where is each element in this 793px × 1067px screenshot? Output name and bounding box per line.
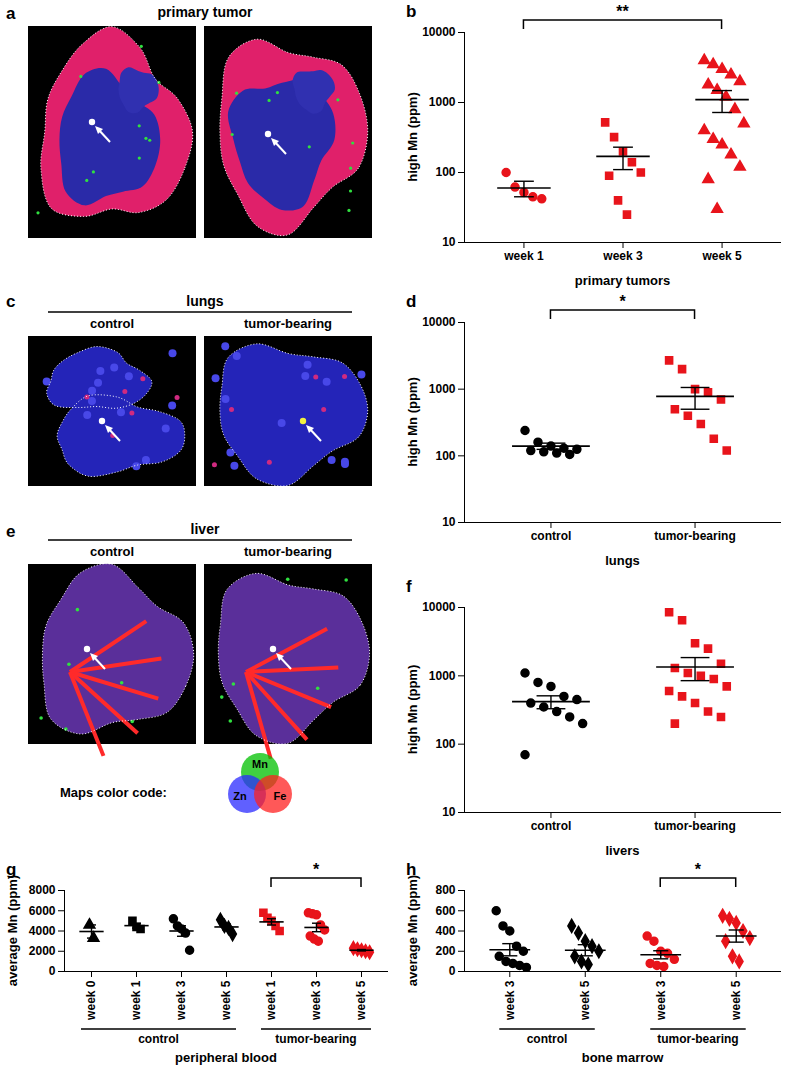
svg-text:week 5: week 5	[354, 980, 368, 1021]
svg-text:1000: 1000	[429, 382, 456, 396]
svg-text:average Mn (ppm): average Mn (ppm)	[5, 875, 20, 986]
svg-text:800: 800	[435, 883, 455, 897]
svg-text:week 3: week 3	[503, 980, 517, 1021]
svg-text:week 5: week 5	[578, 980, 592, 1021]
html-text:h: h	[406, 860, 417, 879]
svg-text:tumor-bearing: tumor-bearing	[244, 316, 332, 331]
svg-text:liver: liver	[191, 521, 220, 537]
svg-text:control: control	[531, 819, 572, 833]
svg-text:week 3: week 3	[174, 980, 188, 1021]
svg-text:tumor-bearing: tumor-bearing	[275, 1032, 356, 1046]
svg-text:week 1: week 1	[264, 980, 278, 1021]
svg-text:average Mn (ppm): average Mn (ppm)	[405, 875, 420, 986]
svg-text:control: control	[90, 544, 134, 559]
svg-text:200: 200	[435, 944, 455, 958]
html-text:d: d	[406, 292, 417, 311]
svg-text:week 1: week 1	[129, 980, 143, 1021]
svg-text:week 5: week 5	[729, 980, 743, 1021]
html-text:c: c	[6, 292, 16, 311]
svg-text:**: **	[616, 3, 629, 20]
svg-text:100: 100	[435, 737, 455, 751]
svg-text:*: *	[695, 861, 702, 878]
svg-text:week 5: week 5	[701, 249, 742, 263]
svg-text:primary tumor: primary tumor	[158, 4, 253, 20]
svg-text:600: 600	[435, 904, 455, 918]
svg-text:peripheral blood: peripheral blood	[175, 1050, 277, 1065]
svg-text:control: control	[531, 529, 572, 543]
svg-text:8000: 8000	[29, 883, 56, 897]
svg-text:high Mn (ppm): high Mn (ppm)	[405, 665, 420, 755]
svg-text:100: 100	[435, 165, 455, 179]
svg-text:Maps color code:: Maps color code:	[60, 785, 167, 800]
svg-text:control: control	[90, 316, 134, 331]
svg-text:0: 0	[449, 964, 456, 978]
svg-text:week 3: week 3	[602, 249, 643, 263]
svg-text:week 5: week 5	[219, 980, 233, 1021]
svg-text:10000: 10000	[422, 25, 456, 39]
svg-text:1000: 1000	[429, 669, 456, 683]
svg-text:tumor-bearing: tumor-bearing	[654, 819, 735, 833]
html-text:e: e	[6, 522, 16, 541]
svg-text:*: *	[313, 861, 320, 878]
svg-text:1000: 1000	[429, 95, 456, 109]
html-text:g: g	[6, 860, 17, 879]
svg-text:bone marrow: bone marrow	[582, 1050, 665, 1065]
svg-text:tumor-bearing: tumor-bearing	[657, 1032, 738, 1046]
svg-text:400: 400	[435, 924, 455, 938]
html-text:a: a	[6, 4, 16, 23]
svg-text:high Mn (ppm): high Mn (ppm)	[405, 377, 420, 467]
svg-text:0: 0	[49, 964, 56, 978]
svg-text:10: 10	[442, 515, 456, 529]
svg-text:100: 100	[435, 449, 455, 463]
svg-text:Mn: Mn	[252, 758, 268, 770]
svg-text:week 0: week 0	[84, 980, 98, 1021]
svg-text:livers: livers	[606, 843, 640, 858]
svg-text:Fe: Fe	[274, 790, 287, 802]
svg-text:primary tumors: primary tumors	[575, 273, 670, 288]
svg-text:10: 10	[442, 235, 456, 249]
svg-text:10000: 10000	[422, 600, 456, 614]
svg-text:control: control	[527, 1032, 568, 1046]
html-text:f: f	[406, 577, 412, 596]
svg-text:2000: 2000	[29, 944, 56, 958]
svg-text:*: *	[619, 293, 626, 310]
html-text:b: b	[406, 2, 417, 21]
svg-text:Zn: Zn	[233, 790, 247, 802]
svg-text:week 1: week 1	[503, 249, 544, 263]
svg-text:4000: 4000	[29, 924, 56, 938]
svg-text:week 3: week 3	[309, 980, 323, 1021]
svg-text:10000: 10000	[422, 315, 456, 329]
svg-text:10: 10	[442, 805, 456, 819]
svg-text:high Mn (ppm): high Mn (ppm)	[405, 92, 420, 182]
svg-text:tumor-bearing: tumor-bearing	[244, 544, 332, 559]
svg-text:lungs: lungs	[605, 553, 640, 568]
svg-text:tumor-bearing: tumor-bearing	[654, 529, 735, 543]
svg-text:week 3: week 3	[654, 980, 668, 1021]
svg-text:lungs: lungs	[186, 293, 224, 309]
svg-text:control: control	[138, 1032, 179, 1046]
svg-text:6000: 6000	[29, 904, 56, 918]
